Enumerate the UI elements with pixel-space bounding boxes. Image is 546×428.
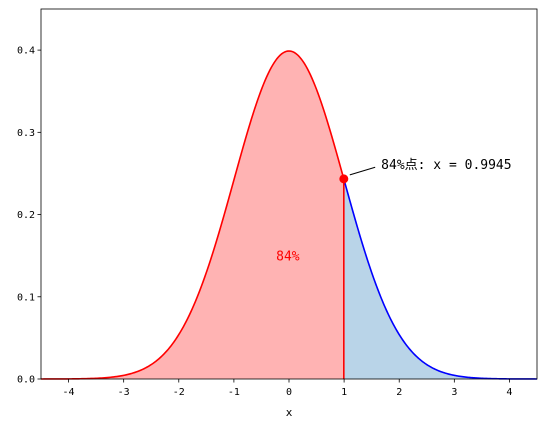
percent-label: 84%	[276, 250, 300, 265]
x-tick-label: 4	[506, 387, 512, 398]
x-tick-label: 3	[451, 387, 457, 398]
x-tick-label: -1	[228, 387, 240, 398]
y-tick-label: 0.3	[17, 128, 35, 139]
cutoff-point-marker	[339, 174, 349, 184]
x-tick-label: 1	[341, 387, 347, 398]
annotation-arrow	[349, 166, 376, 176]
x-tick-label: 2	[396, 387, 402, 398]
annotation-text: 84%点: x = 0.9945	[381, 158, 511, 173]
x-axis-ticks: -4 -3 -2 -1 0 1 2 3 4	[63, 379, 512, 398]
x-tick-label: -2	[173, 387, 185, 398]
x-tick-label: -3	[118, 387, 130, 398]
plot-area	[41, 50, 537, 380]
y-axis-ticks: 0.0 0.1 0.2 0.3 0.4	[17, 46, 41, 386]
y-tick-label: 0.2	[17, 210, 35, 221]
y-tick-label: 0.1	[17, 292, 35, 303]
upper-tail-area	[343, 178, 537, 379]
x-tick-label: -4	[63, 387, 75, 398]
lower-tail-area	[41, 50, 344, 380]
y-tick-label: 0.0	[17, 375, 35, 386]
lower-pdf-line	[41, 50, 345, 380]
x-tick-label: 0	[286, 387, 292, 398]
y-tick-label: 0.4	[17, 46, 35, 57]
x-axis-label: x	[286, 406, 293, 419]
